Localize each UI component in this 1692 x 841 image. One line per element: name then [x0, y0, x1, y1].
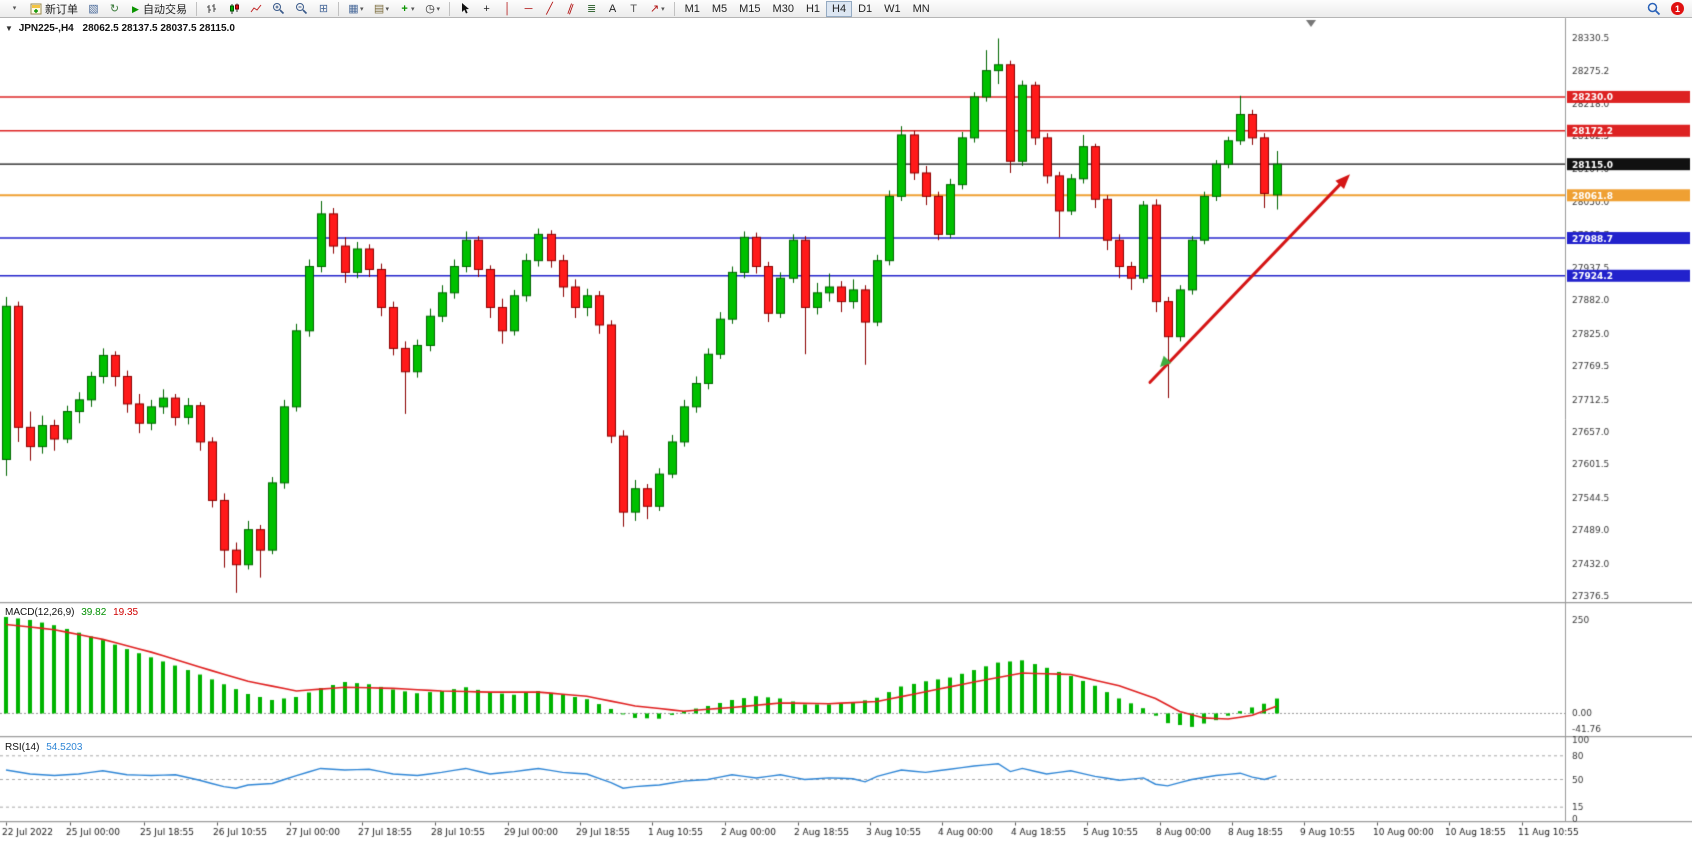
charts-icon: ▧: [88, 2, 99, 15]
menu-dropdown-icon: ▾: [12, 4, 17, 12]
periods-icon: ◷: [425, 2, 435, 15]
bar-chart-button[interactable]: [202, 1, 222, 17]
text-button[interactable]: A: [603, 1, 622, 17]
autotrade-label: 自动交易: [143, 3, 187, 16]
vertical-line-button[interactable]: │: [498, 1, 517, 17]
charts-window-button[interactable]: ▧: [84, 1, 103, 17]
indicators-icon: +: [401, 2, 408, 15]
tile-windows-button[interactable]: ⊞: [314, 1, 333, 17]
tile-windows-icon: ⊞: [318, 2, 329, 15]
line-chart-icon: [250, 4, 262, 12]
autotrade-button[interactable]: ▶ 自动交易: [126, 1, 191, 17]
equidistant-channel-icon: ∥: [565, 1, 576, 16]
text-icon: A: [608, 2, 617, 15]
dropdown-icon: ▾: [411, 5, 415, 13]
bar-chart-icon: [207, 3, 216, 13]
new-chart-icon: ▦: [348, 2, 359, 15]
trendline-button[interactable]: ╱: [540, 1, 559, 17]
new-order-icon: [30, 3, 42, 14]
trendline-icon: ╱: [546, 2, 553, 15]
indicators-button[interactable]: + ▾: [395, 1, 419, 17]
arrows-icon: ↗: [649, 2, 660, 15]
zoom-in-button[interactable]: [268, 1, 289, 17]
horizontal-line-icon: ─: [524, 2, 533, 15]
window-menu-button[interactable]: ▾: [4, 1, 24, 17]
crosshair-button[interactable]: +: [477, 1, 496, 17]
text-label-icon: T: [630, 2, 637, 15]
zoom-out-icon: [296, 3, 308, 15]
toolbar: ▾ 新订单 ▧ ↻ ▶ 自动交易: [0, 0, 1692, 18]
timeframe-m15[interactable]: M15: [733, 1, 766, 17]
profiles-icon: ▤: [373, 2, 385, 15]
timeframe-m30[interactable]: M30: [767, 1, 800, 17]
toolbar-right: 1: [1642, 1, 1689, 17]
arrows-button[interactable]: ↗ ▾: [645, 1, 669, 17]
refresh-button[interactable]: ↻: [105, 1, 124, 17]
dropdown-icon: ▾: [661, 5, 665, 13]
zoom-out-button[interactable]: [291, 1, 312, 17]
notification-badge[interactable]: 1: [1671, 2, 1684, 15]
vertical-line-icon: │: [504, 2, 511, 15]
toolbar-separator: [449, 1, 451, 16]
play-icon: ▶: [132, 3, 139, 14]
candlestick-chart-icon: [230, 3, 239, 14]
candlestick-chart-button[interactable]: [224, 1, 244, 17]
timeframe-mn[interactable]: MN: [907, 1, 936, 17]
dropdown-icon: ▾: [385, 5, 390, 13]
timeframe-m5[interactable]: M5: [706, 1, 733, 17]
timeframe-m1[interactable]: M1: [679, 1, 706, 17]
new-order-button[interactable]: 新订单: [26, 1, 82, 17]
toolbar-separator: [338, 1, 339, 16]
timeframe-w1[interactable]: W1: [878, 1, 907, 17]
channel-button[interactable]: ∥: [561, 1, 580, 17]
fibonacci-icon: ≣: [586, 2, 597, 15]
toolbar-separator: [196, 1, 197, 16]
profiles-button[interactable]: ▤ ▾: [370, 1, 394, 17]
zoom-in-icon: [273, 3, 285, 15]
timeframe-h4[interactable]: H4: [826, 0, 853, 17]
text-label-button[interactable]: T: [624, 1, 643, 17]
crosshair-icon: +: [483, 2, 490, 15]
timeframe-d1[interactable]: D1: [852, 1, 878, 17]
new-order-label: 新订单: [45, 3, 78, 16]
search-button[interactable]: [1643, 1, 1665, 17]
new-chart-button[interactable]: ▦ ▾: [344, 1, 368, 17]
timeframe-group: M1 M5 M15 M30 H1 H4 D1 W1 MN: [679, 0, 936, 17]
horizontal-line-button[interactable]: ─: [519, 1, 538, 17]
timeframe-h1[interactable]: H1: [800, 1, 826, 17]
periods-button[interactable]: ◷ ▾: [421, 1, 445, 17]
toolbar-separator: [673, 1, 675, 16]
line-chart-button[interactable]: [246, 1, 266, 17]
cursor-icon: [462, 3, 470, 14]
cursor-button[interactable]: [455, 1, 475, 17]
fibonacci-button[interactable]: ≣: [582, 1, 601, 17]
search-icon: [1647, 2, 1661, 15]
refresh-icon: ↻: [109, 2, 120, 15]
dropdown-icon: ▾: [360, 5, 364, 13]
dropdown-icon: ▾: [436, 5, 441, 13]
